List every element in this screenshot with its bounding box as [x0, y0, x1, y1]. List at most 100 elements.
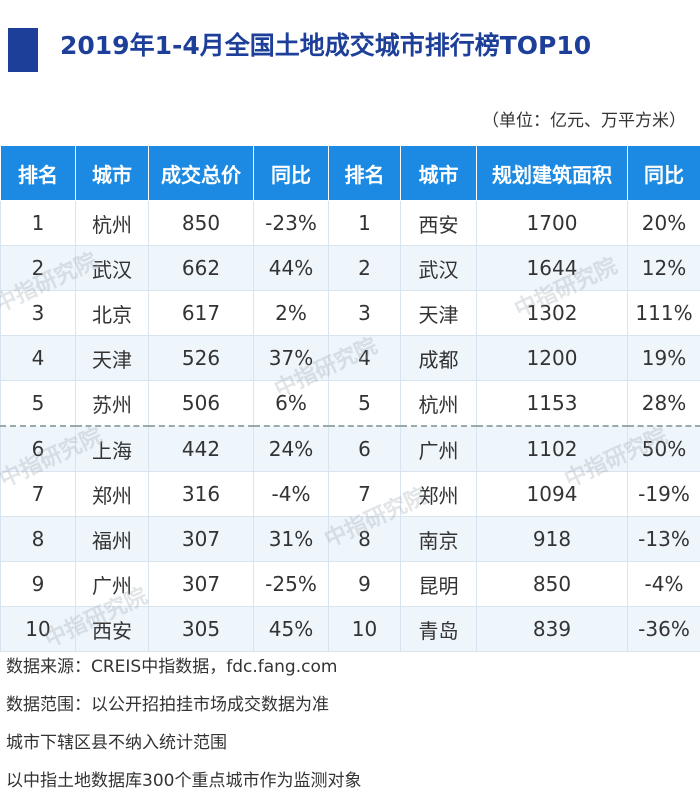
table-cell: 1200: [476, 335, 628, 381]
table-cell: 28%: [627, 380, 700, 427]
table-cell: 50%: [627, 425, 700, 472]
table-cell: 305: [148, 606, 254, 652]
column-header: 同比: [627, 145, 700, 201]
table-cell: 西安: [400, 200, 477, 246]
table-cell: 8: [328, 516, 401, 562]
table-cell: -36%: [627, 606, 700, 652]
table-cell: 526: [148, 335, 254, 381]
table-cell: 5: [0, 380, 76, 427]
table-cell: 福州: [75, 516, 149, 562]
unit-note: （单位：亿元、万平方米）: [482, 111, 686, 131]
table-cell: 2%: [253, 290, 329, 336]
table-cell: 杭州: [400, 380, 477, 427]
table-cell: 3: [0, 290, 76, 336]
table-row: 9 广州 307 -25% 9 昆明 850 -4%: [0, 561, 700, 607]
table-cell: 1302: [476, 290, 628, 336]
table-cell: 武汉: [400, 245, 477, 291]
table-cell: 3: [328, 290, 401, 336]
table-cell: 10: [0, 606, 76, 652]
table-cell: 12%: [627, 245, 700, 291]
table-cell: -4%: [253, 471, 329, 517]
table-cell: 西安: [75, 606, 149, 652]
table-cell: 北京: [75, 290, 149, 336]
table-row: 3 北京 617 2% 3 天津 1302 111%: [0, 290, 700, 336]
table-cell: 5: [328, 380, 401, 427]
table-cell: 307: [148, 561, 254, 607]
table-cell: 662: [148, 245, 254, 291]
table-cell: 1102: [476, 425, 628, 472]
column-header: 同比: [253, 145, 329, 201]
table-cell: 南京: [400, 516, 477, 562]
table-cell: 8: [0, 516, 76, 562]
table-cell: 506: [148, 380, 254, 427]
header-row: 排名 城市 成交总价 同比 排名 城市 规划建筑面积 同比: [0, 145, 700, 201]
table-cell: 武汉: [75, 245, 149, 291]
table-cell: 6%: [253, 380, 329, 427]
title-marker: [8, 28, 38, 72]
table-row: 2 武汉 662 44% 2 武汉 1644 12%: [0, 245, 700, 291]
table-cell: 9: [0, 561, 76, 607]
table-cell: -4%: [627, 561, 700, 607]
table-cell: 天津: [400, 290, 477, 336]
column-header: 规划建筑面积: [476, 145, 628, 201]
table-row: 8 福州 307 31% 8 南京 918 -13%: [0, 516, 700, 562]
table-cell: 1: [328, 200, 401, 246]
table-row: 10 西安 305 45% 10 青岛 839 -36%: [0, 606, 700, 652]
table-cell: 1153: [476, 380, 628, 427]
table-cell: 31%: [253, 516, 329, 562]
table-cell: 2: [328, 245, 401, 291]
table-cell: 2: [0, 245, 76, 291]
table-cell: 郑州: [75, 471, 149, 517]
table-cell: -13%: [627, 516, 700, 562]
column-header: 城市: [75, 145, 149, 201]
table-cell: 9: [328, 561, 401, 607]
title: 2019年1-4月全国土地成交城市排行榜TOP10: [60, 31, 592, 60]
footer-note: 数据范围：以公开招拍挂市场成交数据为准: [6, 695, 329, 715]
table-row: 6 上海 442 24% 6 广州 1102 50%: [0, 425, 700, 472]
column-header: 排名: [0, 145, 76, 201]
table-cell: 成都: [400, 335, 477, 381]
table-cell: 44%: [253, 245, 329, 291]
table-cell: 617: [148, 290, 254, 336]
footer-note: 城市下辖区县不纳入统计范围: [6, 733, 227, 753]
table-cell: 20%: [627, 200, 700, 246]
table-cell: -25%: [253, 561, 329, 607]
table-cell: 24%: [253, 425, 329, 472]
table-cell: 青岛: [400, 606, 477, 652]
table-body: 1 杭州 850 -23% 1 西安 1700 20% 2 武汉 662 44% 2 武汉 1644 12% 3…: [0, 200, 700, 652]
table-cell: 苏州: [75, 380, 149, 427]
table-cell: 316: [148, 471, 254, 517]
table-cell: 4: [0, 335, 76, 381]
table-cell: 7: [0, 471, 76, 517]
table-cell: 442: [148, 425, 254, 472]
table-cell: 郑州: [400, 471, 477, 517]
table-cell: 4: [328, 335, 401, 381]
table-cell: 1: [0, 200, 76, 246]
table-row: 4 天津 526 37% 4 成都 1200 19%: [0, 335, 700, 381]
table-cell: 7: [328, 471, 401, 517]
table-cell: -23%: [253, 200, 329, 246]
column-header: 排名: [328, 145, 401, 201]
column-header: 成交总价: [148, 145, 254, 201]
table-cell: 850: [148, 200, 254, 246]
table-cell: 1700: [476, 200, 628, 246]
table-cell: 19%: [627, 335, 700, 381]
table-cell: 1644: [476, 245, 628, 291]
table-cell: -19%: [627, 471, 700, 517]
table-cell: 1094: [476, 471, 628, 517]
table-cell: 111%: [627, 290, 700, 336]
table-cell: 天津: [75, 335, 149, 381]
table-cell: 45%: [253, 606, 329, 652]
table-cell: 10: [328, 606, 401, 652]
table-cell: 37%: [253, 335, 329, 381]
table-cell: 6: [0, 425, 76, 472]
table-cell: 杭州: [75, 200, 149, 246]
footer-note: 数据来源：CREIS中指数据，fdc.fang.com: [6, 657, 338, 677]
table-cell: 6: [328, 425, 401, 472]
column-header: 城市: [400, 145, 477, 201]
table-cell: 307: [148, 516, 254, 562]
ranking-table: 排名 城市 成交总价 同比 排名 城市 规划建筑面积 同比 1 杭州 850 -23% 1 西安 1700…: [0, 145, 700, 652]
table-row: 5 苏州 506 6% 5 杭州 1153 28%: [0, 380, 700, 427]
table-row: 1 杭州 850 -23% 1 西安 1700 20%: [0, 200, 700, 246]
